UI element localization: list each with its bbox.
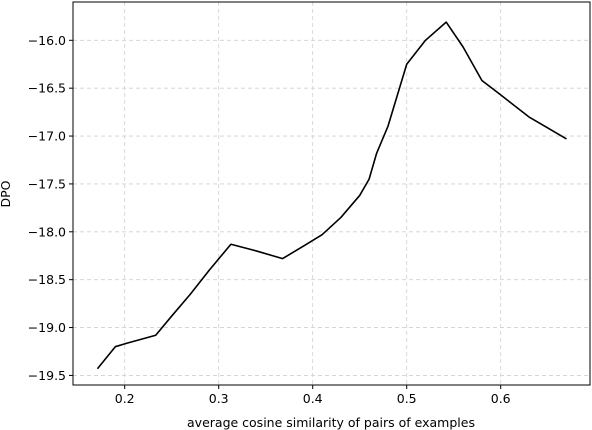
y-tick-label: −17.5 (28, 176, 66, 191)
y-tick-label: −18.0 (28, 224, 66, 239)
x-tick-label: 0.5 (397, 391, 417, 406)
x-axis-label: average cosine similarity of pairs of ex… (187, 415, 475, 430)
y-tick-label: −19.0 (28, 320, 66, 335)
x-tick-label: 0.3 (209, 391, 229, 406)
y-axis-label: DPO (0, 180, 13, 207)
series-layer (96, 21, 567, 370)
y-tick-label: −19.5 (28, 368, 66, 383)
x-tick-label: 0.6 (491, 391, 511, 406)
series-line (96, 21, 567, 370)
y-axis-ticks: −16.0 −16.5 −17.0 −17.5 −18.0 −18.5 −19.0 −19.5 (28, 33, 73, 383)
axes-frame (72, 1, 591, 386)
x-tick-label: 0.2 (115, 391, 135, 406)
y-tick-label: −18.5 (28, 272, 66, 287)
y-tick-label: −16.5 (28, 81, 66, 96)
x-tick-label: 0.4 (303, 391, 323, 406)
grid (73, 2, 590, 385)
y-tick-label: −16.0 (28, 33, 66, 48)
x-axis-ticks: 0.2 0.3 0.4 0.5 0.6 (115, 385, 511, 406)
y-tick-label: −17.0 (28, 129, 66, 144)
